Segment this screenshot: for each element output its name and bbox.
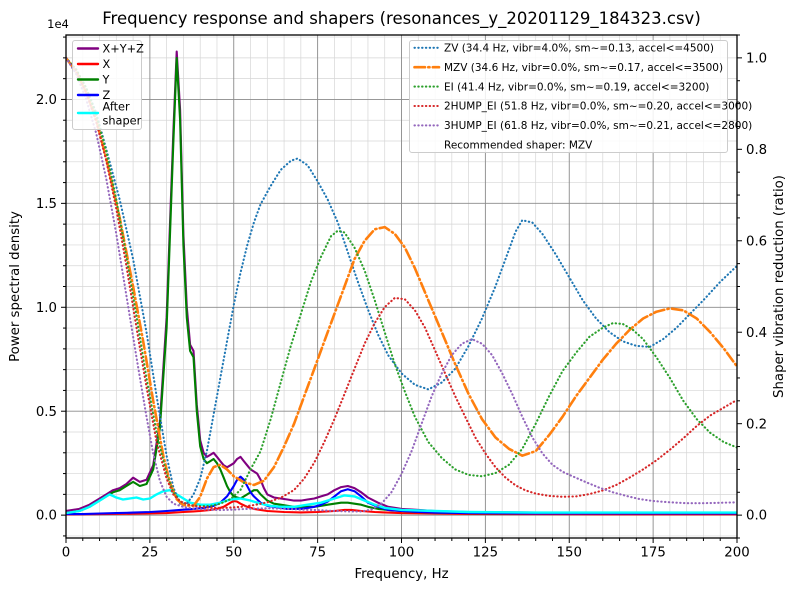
legend-item: Z <box>76 89 111 102</box>
legend-item: ZV (34.4 Hz, vibr=4.0%, sm~=0.13, accel<… <box>413 43 714 55</box>
tick-label: 0.6 <box>746 234 767 249</box>
tick-label: 75 <box>309 546 326 561</box>
legend-item-label: After <box>103 101 130 114</box>
tick-label: 100 <box>389 546 414 561</box>
tick-label: 175 <box>640 546 665 561</box>
legend-item: X+Y+Z <box>76 43 145 56</box>
tick-label: 2.0 <box>36 93 57 108</box>
legend-item: 3HUMP_EI (61.8 Hz, vibr=0.0%, sm~=0.21, … <box>413 120 752 132</box>
legend-item: 2HUMP_EI (51.8 Hz, vibr=0.0%, sm~=0.20, … <box>413 101 752 113</box>
series-3hump_ei <box>66 56 737 513</box>
legend-item: X <box>76 58 111 71</box>
y-axis-right-label: Shaper vibration reduction (ratio) <box>772 175 787 398</box>
tick-label: 1.0 <box>746 51 767 66</box>
legend-item-label: Recommended shaper: MZV <box>444 140 593 152</box>
legend-item-label: shaper <box>103 115 142 128</box>
tick-label: 125 <box>473 546 498 561</box>
axis-tick-labels: 0 25 50 75 100 125 150 175 200 0.0 0.5 1.0 1.5 2.0 0.0… <box>36 51 767 560</box>
legend-shapers: ZV (34.4 Hz, vibr=4.0%, sm~=0.13, accel<… <box>409 40 752 153</box>
tick-label: 1.0 <box>36 301 57 316</box>
chart-title: Frequency response and shapers (resonanc… <box>102 9 701 29</box>
tick-label: 0.4 <box>746 326 767 341</box>
tick-label: 150 <box>557 546 582 561</box>
series-2hump_ei <box>66 56 737 509</box>
legend-item-label: Z <box>103 89 111 102</box>
series-after-shaper <box>66 489 737 515</box>
legend-item-label: Y <box>102 74 110 87</box>
tick-label: 1.5 <box>36 197 57 212</box>
y-axis-left-label: Power spectral density <box>8 211 23 362</box>
tick-label: 0.8 <box>746 143 767 158</box>
legend-item-label: 2HUMP_EI (51.8 Hz, vibr=0.0%, sm~=0.20, … <box>444 101 752 113</box>
legend-item: EI (41.4 Hz, vibr=0.0%, sm~=0.19, accel<… <box>413 81 709 93</box>
tick-label: 25 <box>141 546 158 561</box>
plot-curves <box>66 50 737 516</box>
tick-label: 0 <box>62 546 70 561</box>
legend-box <box>72 40 142 130</box>
axis-ticks <box>61 34 742 543</box>
tick-label: 50 <box>225 546 242 561</box>
tick-label: 0.5 <box>36 405 57 420</box>
y-axis-offset-label: 1e4 <box>47 17 69 31</box>
series-ei <box>66 56 737 508</box>
tick-label: 0.2 <box>746 417 767 432</box>
legend-item-label: X+Y+Z <box>103 43 145 56</box>
legend-box <box>409 40 728 153</box>
legend-item: Y <box>76 74 110 87</box>
legend-item-label: X <box>103 58 111 71</box>
series-x <box>66 499 737 516</box>
tick-label: 0.0 <box>36 509 57 524</box>
legend-item-label: EI (41.4 Hz, vibr=0.0%, sm~=0.19, accel<… <box>444 81 709 93</box>
legend-item-label: 3HUMP_EI (61.8 Hz, vibr=0.0%, sm~=0.21, … <box>444 120 752 132</box>
tick-label: 200 <box>724 546 749 561</box>
legend-item-label: MZV (34.6 Hz, vibr=0.0%, sm~=0.17, accel… <box>444 62 723 74</box>
x-axis-label: Frequency, Hz <box>354 567 448 582</box>
legend-item-label: ZV (34.4 Hz, vibr=4.0%, sm~=0.13, accel<… <box>444 43 714 55</box>
tick-label: 0.0 <box>746 509 767 524</box>
legend-item: MZV (34.6 Hz, vibr=0.0%, sm~=0.17, accel… <box>413 62 723 74</box>
